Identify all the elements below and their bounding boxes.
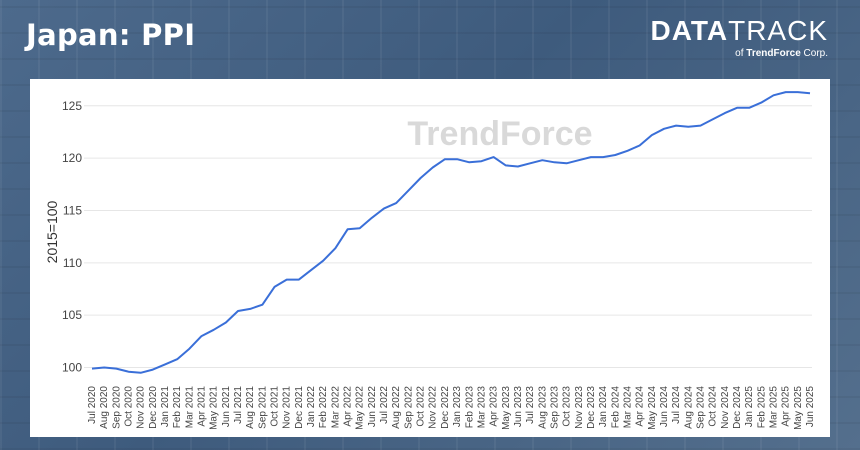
watermark-text: TrendForce — [407, 115, 592, 153]
x-axis-ticks: Jul 2020 Aug 2020 Sep 2020 Oct 2020 Nov 2020… — [87, 386, 816, 430]
x-tick-label: Nov 2024 — [720, 386, 731, 429]
x-tick-label: Oct 2020 — [124, 386, 135, 427]
x-tick-label: Oct 2022 — [416, 386, 427, 427]
x-tick-label: Apr 2022 — [343, 386, 354, 427]
x-tick-label: Jul 2020 — [87, 386, 98, 424]
y-tick-label: 125 — [62, 99, 82, 113]
x-tick-label: Nov 2021 — [282, 386, 293, 429]
x-tick-label: Mar 2022 — [330, 386, 341, 429]
x-tick-label: Jan 2021 — [160, 386, 171, 428]
x-tick-label: May 2021 — [209, 386, 220, 430]
chart-panel — [30, 79, 830, 437]
x-tick-label: Apr 2024 — [635, 386, 646, 427]
brand-sub-suffix: Corp. — [800, 48, 828, 59]
x-tick-label: Jan 2024 — [598, 386, 609, 428]
gridlines — [84, 105, 812, 369]
y-axis-ticks: 100 105 110 115 120 125 — [62, 99, 82, 375]
x-tick-label: Oct 2024 — [708, 386, 719, 427]
y-axis-label: 2015=100 — [44, 200, 60, 264]
brand-sub-name: TrendForce — [746, 48, 801, 59]
brand-logo: DATATRACK of TrendForce Corp. — [650, 16, 828, 60]
x-tick-label: Jul 2021 — [233, 386, 244, 424]
x-tick-label: Jan 2022 — [306, 386, 317, 428]
page-title: Japan: PPI — [26, 18, 196, 52]
x-tick-label: Mar 2024 — [622, 386, 633, 429]
x-tick-label: Sep 2022 — [403, 386, 414, 429]
x-tick-label: Jul 2023 — [525, 386, 536, 424]
x-tick-label: Aug 2023 — [537, 386, 548, 429]
x-tick-label: Feb 2023 — [464, 386, 475, 429]
y-tick-label: 120 — [62, 151, 82, 165]
x-tick-label: Aug 2021 — [245, 386, 256, 429]
x-tick-label: Aug 2020 — [99, 386, 110, 429]
x-tick-label: Aug 2024 — [683, 386, 694, 429]
x-tick-label: Apr 2025 — [781, 386, 792, 427]
x-tick-label: Jul 2024 — [671, 386, 682, 424]
x-tick-label: Feb 2022 — [318, 386, 329, 429]
x-tick-label: Jun 2025 — [805, 386, 816, 428]
x-tick-label: Mar 2023 — [476, 386, 487, 429]
x-tick-label: Nov 2022 — [428, 386, 439, 429]
x-tick-label: Sep 2024 — [695, 386, 706, 429]
x-tick-label: Mar 2025 — [768, 386, 779, 429]
x-tick-label: Jun 2023 — [513, 386, 524, 428]
y-tick-label: 110 — [63, 256, 82, 270]
x-tick-label: May 2022 — [355, 386, 366, 430]
x-tick-label: Dec 2023 — [586, 386, 597, 429]
x-tick-label: Oct 2021 — [270, 386, 281, 427]
x-tick-label: Oct 2023 — [562, 386, 573, 427]
x-tick-label: Dec 2022 — [440, 386, 451, 429]
x-tick-label: May 2023 — [501, 386, 512, 430]
x-tick-label: Jun 2024 — [659, 386, 670, 428]
x-tick-label: Jun 2022 — [367, 386, 378, 428]
y-tick-label: 100 — [62, 361, 82, 375]
x-tick-label: Apr 2023 — [489, 386, 500, 427]
x-tick-label: Feb 2024 — [610, 386, 621, 429]
x-tick-label: Sep 2021 — [257, 386, 268, 429]
x-tick-label: Nov 2023 — [574, 386, 585, 429]
x-tick-label: Sep 2020 — [111, 386, 122, 429]
x-tick-label: Dec 2020 — [148, 386, 159, 429]
x-tick-label: Feb 2021 — [172, 386, 183, 429]
brand-sub-prefix: of — [735, 48, 747, 59]
y-tick-label: 115 — [63, 203, 82, 217]
x-tick-label: Dec 2024 — [732, 386, 743, 429]
y-tick-label: 105 — [62, 308, 82, 322]
x-tick-label: Dec 2021 — [294, 386, 305, 429]
x-tick-label: Jan 2025 — [744, 386, 755, 428]
brand-name-light: TRACK — [728, 15, 828, 46]
x-tick-label: Mar 2021 — [184, 386, 195, 429]
ppi-series-line — [91, 91, 811, 374]
x-tick-label: May 2024 — [647, 386, 658, 430]
x-tick-label: May 2025 — [793, 386, 804, 430]
x-tick-label: Sep 2023 — [549, 386, 560, 429]
x-tick-label: Aug 2022 — [391, 386, 402, 429]
x-tick-label: Jan 2023 — [452, 386, 463, 428]
x-tick-label: Jun 2021 — [221, 386, 232, 428]
brand-subtitle: of TrendForce Corp. — [650, 48, 828, 59]
x-tick-label: Nov 2020 — [136, 386, 147, 429]
x-tick-label: Feb 2025 — [756, 386, 767, 429]
x-tick-label: Apr 2021 — [197, 386, 208, 427]
brand-name: DATATRACK — [650, 16, 828, 46]
x-tick-label: Jul 2022 — [379, 386, 390, 424]
brand-name-bold: DATA — [650, 15, 729, 46]
